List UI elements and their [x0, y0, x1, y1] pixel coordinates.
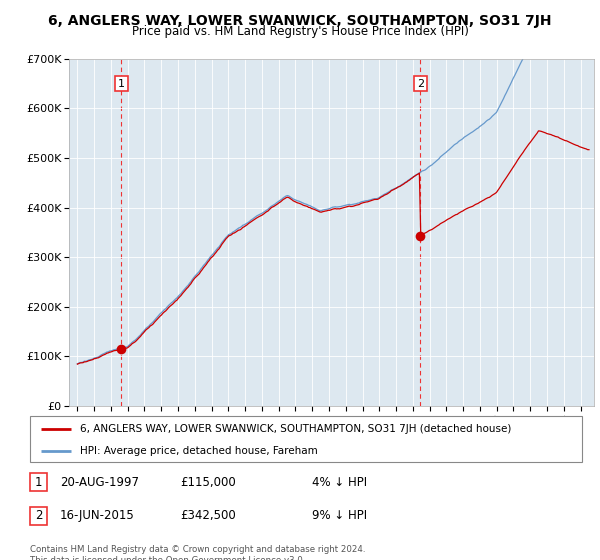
Text: 1: 1	[118, 78, 125, 88]
Text: 16-JUN-2015: 16-JUN-2015	[60, 509, 135, 522]
Text: £342,500: £342,500	[180, 509, 236, 522]
Text: 2: 2	[417, 78, 424, 88]
Text: 1: 1	[35, 475, 42, 489]
Text: HPI: Average price, detached house, Fareham: HPI: Average price, detached house, Fare…	[80, 446, 317, 455]
Text: 4% ↓ HPI: 4% ↓ HPI	[312, 475, 367, 489]
Text: 20-AUG-1997: 20-AUG-1997	[60, 475, 139, 489]
Text: Contains HM Land Registry data © Crown copyright and database right 2024.
This d: Contains HM Land Registry data © Crown c…	[30, 545, 365, 560]
Text: 2: 2	[35, 509, 42, 522]
Text: 6, ANGLERS WAY, LOWER SWANWICK, SOUTHAMPTON, SO31 7JH: 6, ANGLERS WAY, LOWER SWANWICK, SOUTHAMP…	[48, 14, 552, 28]
Text: Price paid vs. HM Land Registry's House Price Index (HPI): Price paid vs. HM Land Registry's House …	[131, 25, 469, 38]
FancyBboxPatch shape	[30, 416, 582, 462]
Text: £115,000: £115,000	[180, 475, 236, 489]
Text: 6, ANGLERS WAY, LOWER SWANWICK, SOUTHAMPTON, SO31 7JH (detached house): 6, ANGLERS WAY, LOWER SWANWICK, SOUTHAMP…	[80, 424, 511, 434]
Text: 9% ↓ HPI: 9% ↓ HPI	[312, 509, 367, 522]
